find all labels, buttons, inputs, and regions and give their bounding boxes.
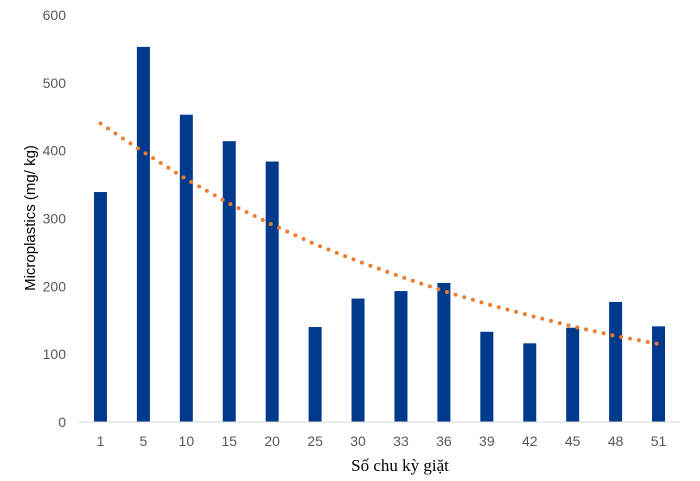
x-tick-label: 45 [565, 433, 581, 449]
y-axis-ticks: 0 100 200 300 400 500 600 [43, 7, 67, 430]
x-axis-ticks: 1 5 10 15 20 25 30 33 36 39 42 45 48 51 [97, 433, 667, 449]
x-tick-label: 48 [608, 433, 624, 449]
x-tick-label: 39 [479, 433, 495, 449]
y-tick-label: 400 [43, 143, 67, 159]
x-tick-label: 36 [436, 433, 452, 449]
x-tick-label: 30 [350, 433, 366, 449]
bar [265, 161, 279, 422]
bar [93, 192, 107, 422]
x-tick-label: 42 [522, 433, 538, 449]
y-axis-label: Microplastics (mg/ kg) [22, 145, 39, 291]
y-tick-label: 300 [43, 211, 67, 227]
trendline [98, 121, 661, 346]
y-tick-label: 200 [43, 278, 67, 294]
x-tick-label: 1 [97, 433, 105, 449]
bar [394, 291, 408, 422]
bar [523, 343, 537, 422]
bar [222, 141, 236, 423]
x-tick-label: 51 [651, 433, 667, 449]
x-axis-label: Số chu kỳ giặt [351, 456, 449, 475]
x-tick-label: 5 [139, 433, 147, 449]
y-tick-label: 500 [43, 75, 67, 91]
x-tick-label: 25 [307, 433, 323, 449]
bar [609, 301, 623, 422]
bar [351, 298, 365, 422]
y-tick-label: 100 [43, 346, 67, 362]
bar [179, 114, 193, 422]
y-tick-label: 600 [43, 7, 67, 23]
bar [652, 326, 666, 422]
bar [480, 331, 494, 422]
y-tick-label: 0 [58, 414, 66, 430]
bar [437, 282, 451, 422]
bar [136, 46, 150, 423]
bars [93, 46, 666, 423]
bar [566, 327, 580, 422]
bar [308, 327, 322, 422]
x-tick-label: 20 [264, 433, 280, 449]
x-tick-label: 15 [221, 433, 237, 449]
x-tick-label: 10 [179, 433, 195, 449]
x-tick-label: 33 [393, 433, 409, 449]
